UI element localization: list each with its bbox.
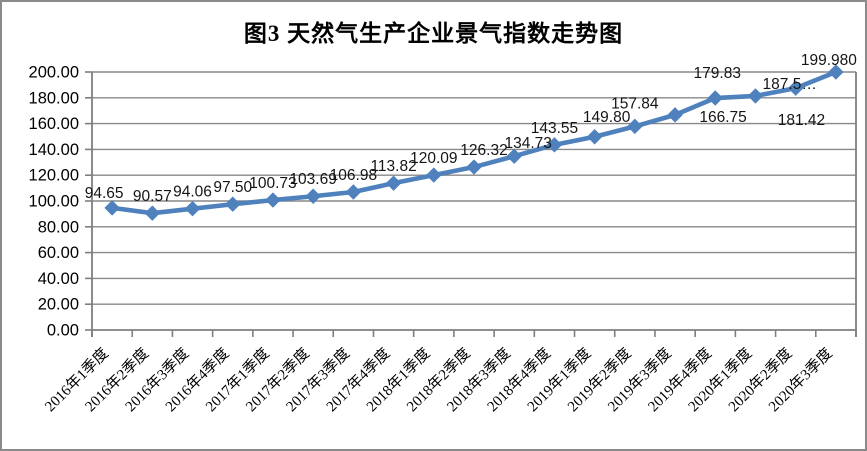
data-point-label: 94.65 xyxy=(85,185,124,202)
data-point-marker xyxy=(305,188,321,204)
y-axis-tick-label: 140.00 xyxy=(29,141,79,159)
data-point-marker xyxy=(265,192,281,208)
y-axis-tick-label: 20.00 xyxy=(38,296,79,314)
data-point-label: 143.55 xyxy=(531,120,578,137)
data-point-label: 166.75 xyxy=(699,109,746,126)
data-point-label: 120.09 xyxy=(410,150,457,167)
data-point-marker xyxy=(104,200,120,216)
data-point-marker xyxy=(747,88,764,104)
data-point-marker xyxy=(426,167,442,183)
data-point-marker xyxy=(385,175,402,191)
data-point-label: 106.98 xyxy=(330,167,377,184)
data-point-label: 179.83 xyxy=(694,65,741,82)
data-labels-group: 94.65 90.57 94.06 97.50100.73103.69106.9811… xyxy=(85,52,858,205)
data-point-label: 187.5… xyxy=(763,76,817,93)
data-point-label: 149.80 xyxy=(583,109,631,126)
chart-title: 图3 天然气生产企业景气指数走势图 xyxy=(243,21,624,46)
y-axis-tick-label: 160.00 xyxy=(29,115,79,133)
data-point-label: 97.50 xyxy=(213,179,252,196)
data-point-label: 94.06 xyxy=(173,184,212,201)
y-axis-tick-label: 180.00 xyxy=(29,89,79,107)
data-point-label: 90.57 xyxy=(133,188,172,205)
data-point-label: 103.69 xyxy=(289,171,336,188)
y-axis-tick-label: 0.00 xyxy=(47,322,79,340)
data-point-label: 181.42 xyxy=(778,112,825,129)
data-point-marker xyxy=(828,64,844,80)
data-point-label: 157.84 xyxy=(611,95,659,112)
data-point-marker xyxy=(225,196,241,212)
data-point-label: 126.32 xyxy=(460,142,507,159)
data-point-marker xyxy=(144,205,161,221)
y-axis-tick-label: 80.00 xyxy=(38,218,79,236)
data-point-marker xyxy=(627,118,643,135)
data-point-marker xyxy=(586,129,603,145)
y-axis-tick-label: 100.00 xyxy=(29,193,79,211)
y-axis-tick-label: 120.00 xyxy=(29,167,79,185)
data-point-marker xyxy=(707,90,723,106)
y-axis-tick-label: 200.00 xyxy=(29,64,79,82)
data-point-label: 113.82 xyxy=(370,158,416,175)
data-point-marker xyxy=(345,184,362,200)
data-point-label: 134.73 xyxy=(504,135,551,152)
y-axis-labels-group: 0.00 20.00 40.00 60.00 80.00 100.00 120.00 140.… xyxy=(29,64,79,340)
y-axis-tick-label: 40.00 xyxy=(38,270,79,288)
data-point-marker xyxy=(667,107,683,123)
data-point-marker xyxy=(466,159,482,175)
data-point-marker xyxy=(506,148,522,164)
series-group xyxy=(104,64,844,221)
data-point-label: 199.980 xyxy=(801,52,857,69)
data-point-label: 100.73 xyxy=(249,175,296,192)
gridlines-group xyxy=(92,71,856,305)
data-point-marker xyxy=(184,200,201,217)
data-point-marker xyxy=(787,80,804,96)
x-axis-labels-group: 2016年1季度2016年2季度2016年3季度2016年4季度2017年1季度… xyxy=(42,345,836,415)
data-point-marker xyxy=(546,137,563,153)
y-axis-tick-label: 60.00 xyxy=(38,244,79,262)
axes-group xyxy=(85,71,857,337)
